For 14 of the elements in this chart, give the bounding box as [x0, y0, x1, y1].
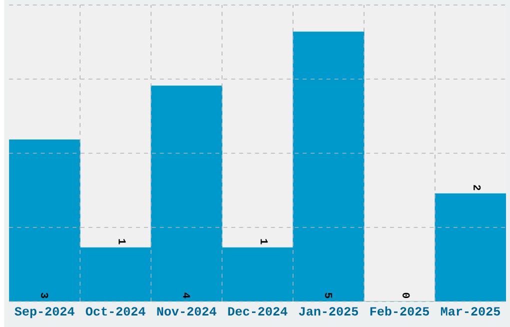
x-tick-label: Mar-2025 [440, 306, 500, 316]
x-tick-label: Jan-2025 [299, 306, 358, 316]
x-tick-label: Sep-2024 [14, 306, 74, 318]
data-label: 1 [260, 238, 268, 244]
data-label: 4 [183, 292, 190, 298]
x-tick-label: Dec-2024 [228, 306, 288, 316]
data-label: 3 [40, 292, 48, 298]
data-label: 5 [325, 292, 332, 298]
data-label: 2 [474, 184, 481, 190]
x-tick-label: Oct-2024 [86, 306, 146, 316]
x-tick-label: Nov-2024 [157, 306, 216, 316]
x-tick-label: Feb-2025 [370, 306, 430, 316]
data-label: 1 [118, 238, 126, 244]
data-label: 0 [402, 292, 410, 298]
